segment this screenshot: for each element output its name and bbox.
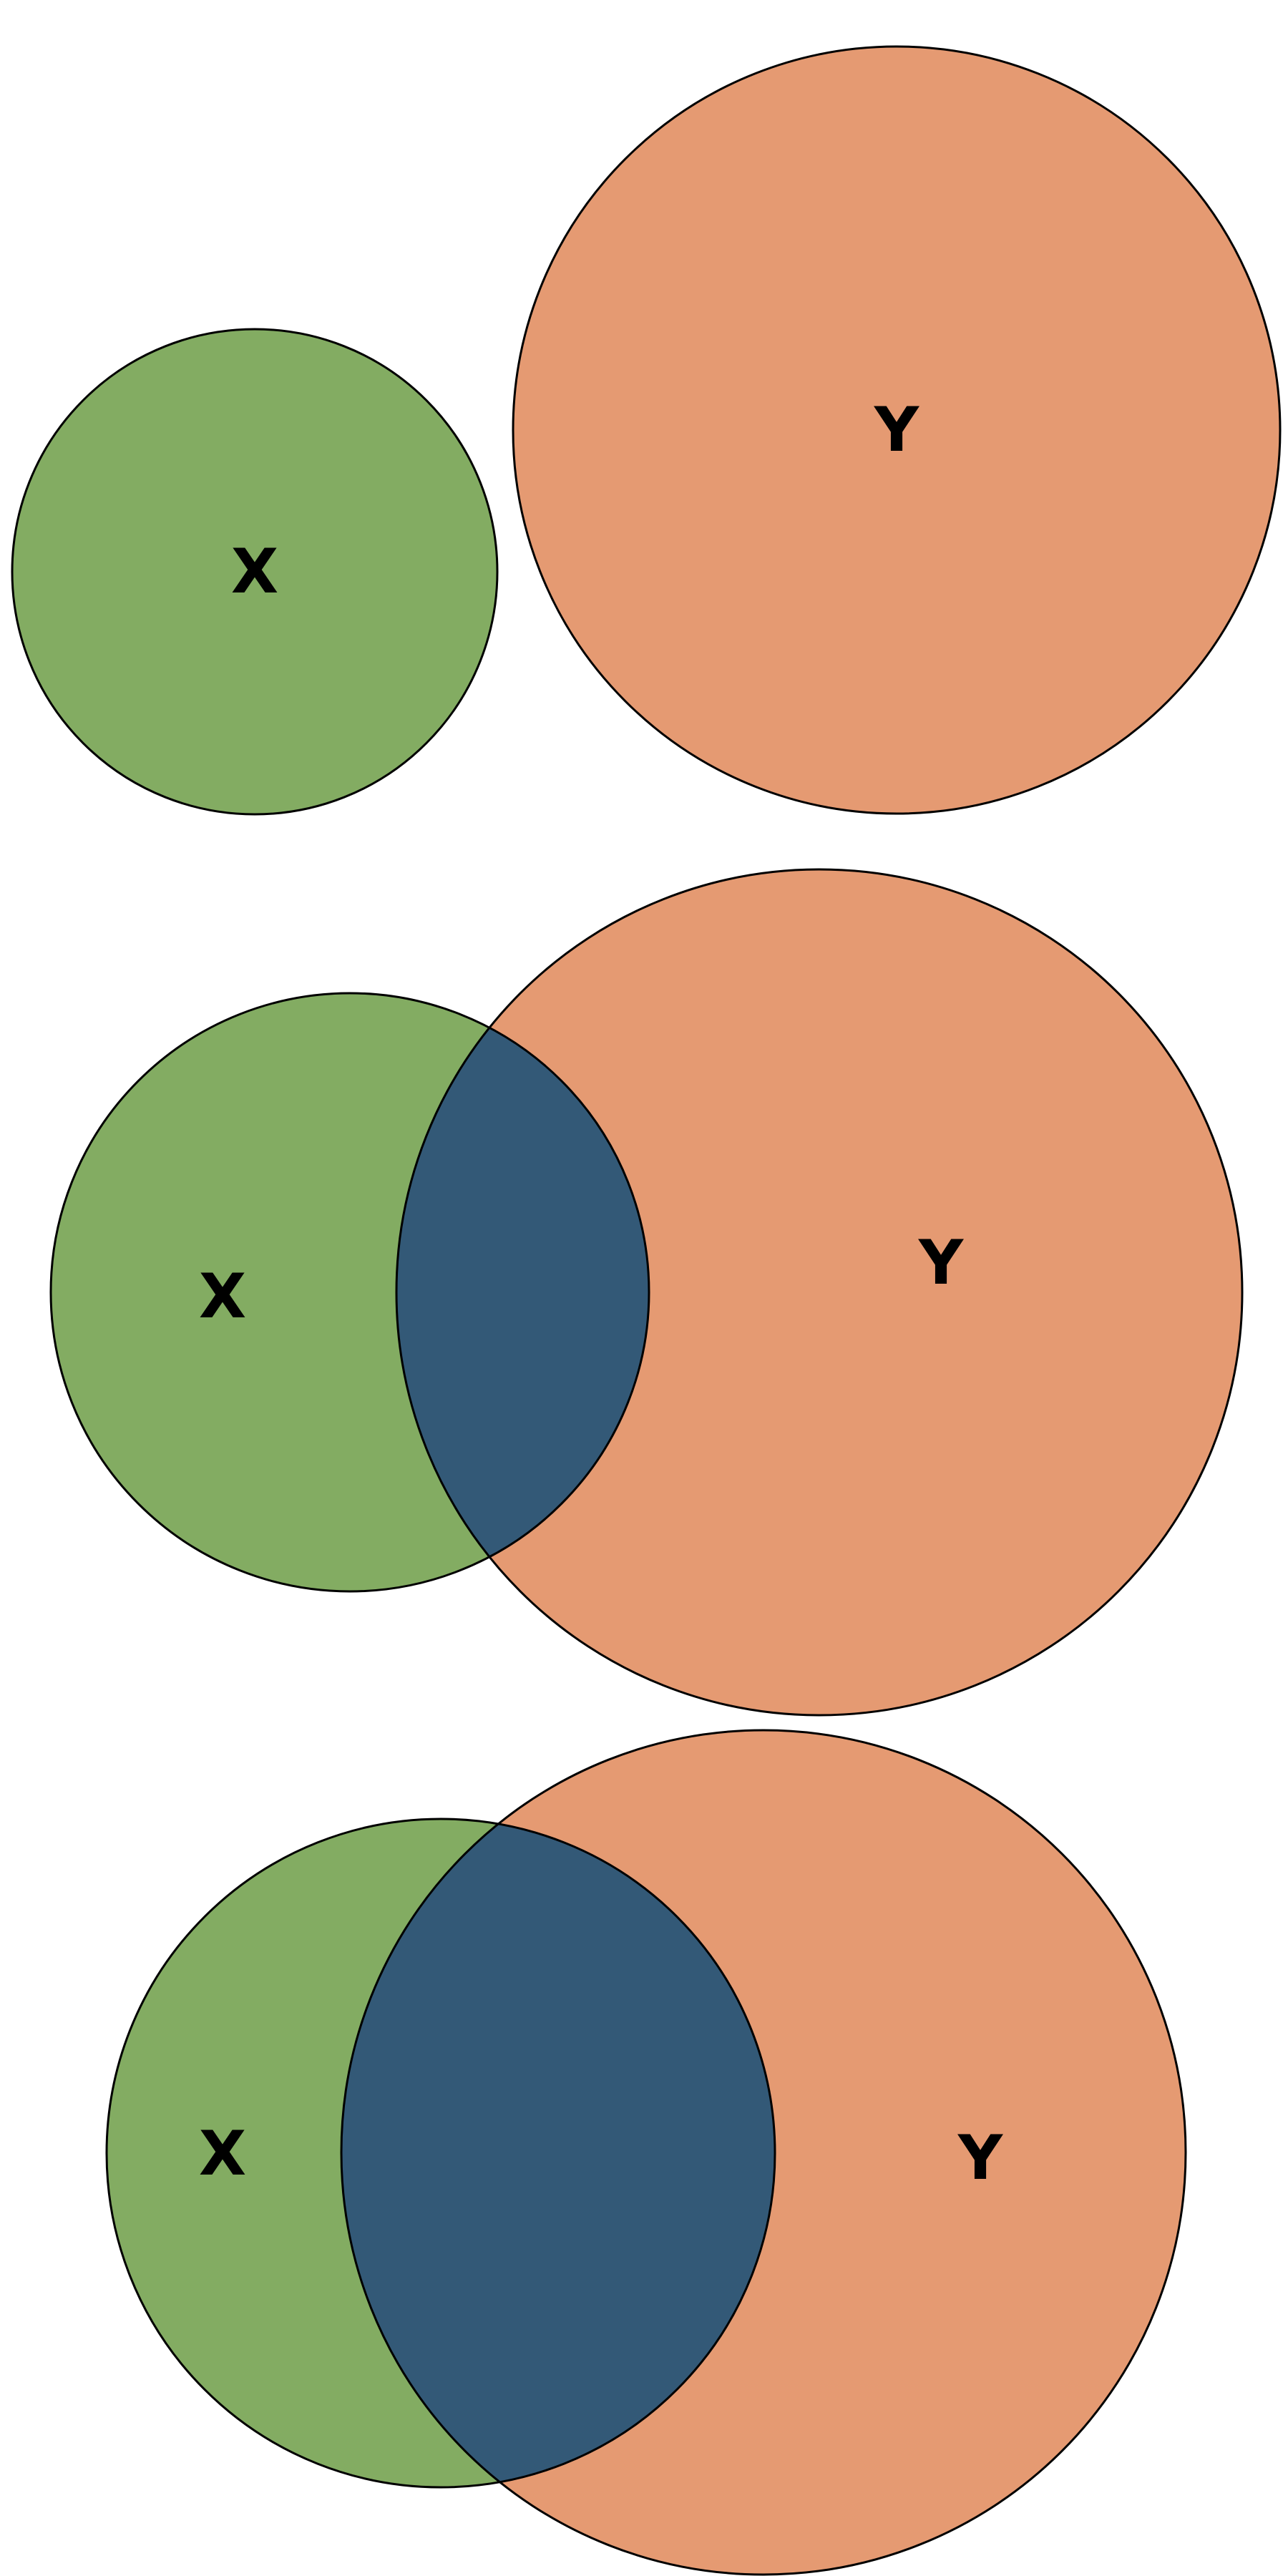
venn-diagram-2: X Y (49, 868, 1244, 1717)
set-x-label: X (231, 536, 278, 608)
set-y-label: Y (957, 2122, 1004, 2194)
set-x-label: X (199, 1261, 246, 1332)
venn-diagram-3: X Y (105, 1729, 1187, 2576)
set-x-outline (105, 1818, 776, 2489)
set-y-label: Y (874, 394, 920, 466)
set-y-circle (396, 869, 1242, 1715)
venn-diagram-1: X Y (11, 45, 1282, 816)
set-x-circle (11, 328, 499, 816)
set-x-label: X (199, 2118, 246, 2190)
set-x-outline (49, 992, 650, 1593)
set-y-circle (512, 45, 1282, 815)
set-y-outline (395, 868, 1244, 1717)
set-y-label: Y (918, 1227, 965, 1299)
intersection-region (341, 1819, 775, 2487)
set-y-outline (340, 1729, 1187, 2576)
